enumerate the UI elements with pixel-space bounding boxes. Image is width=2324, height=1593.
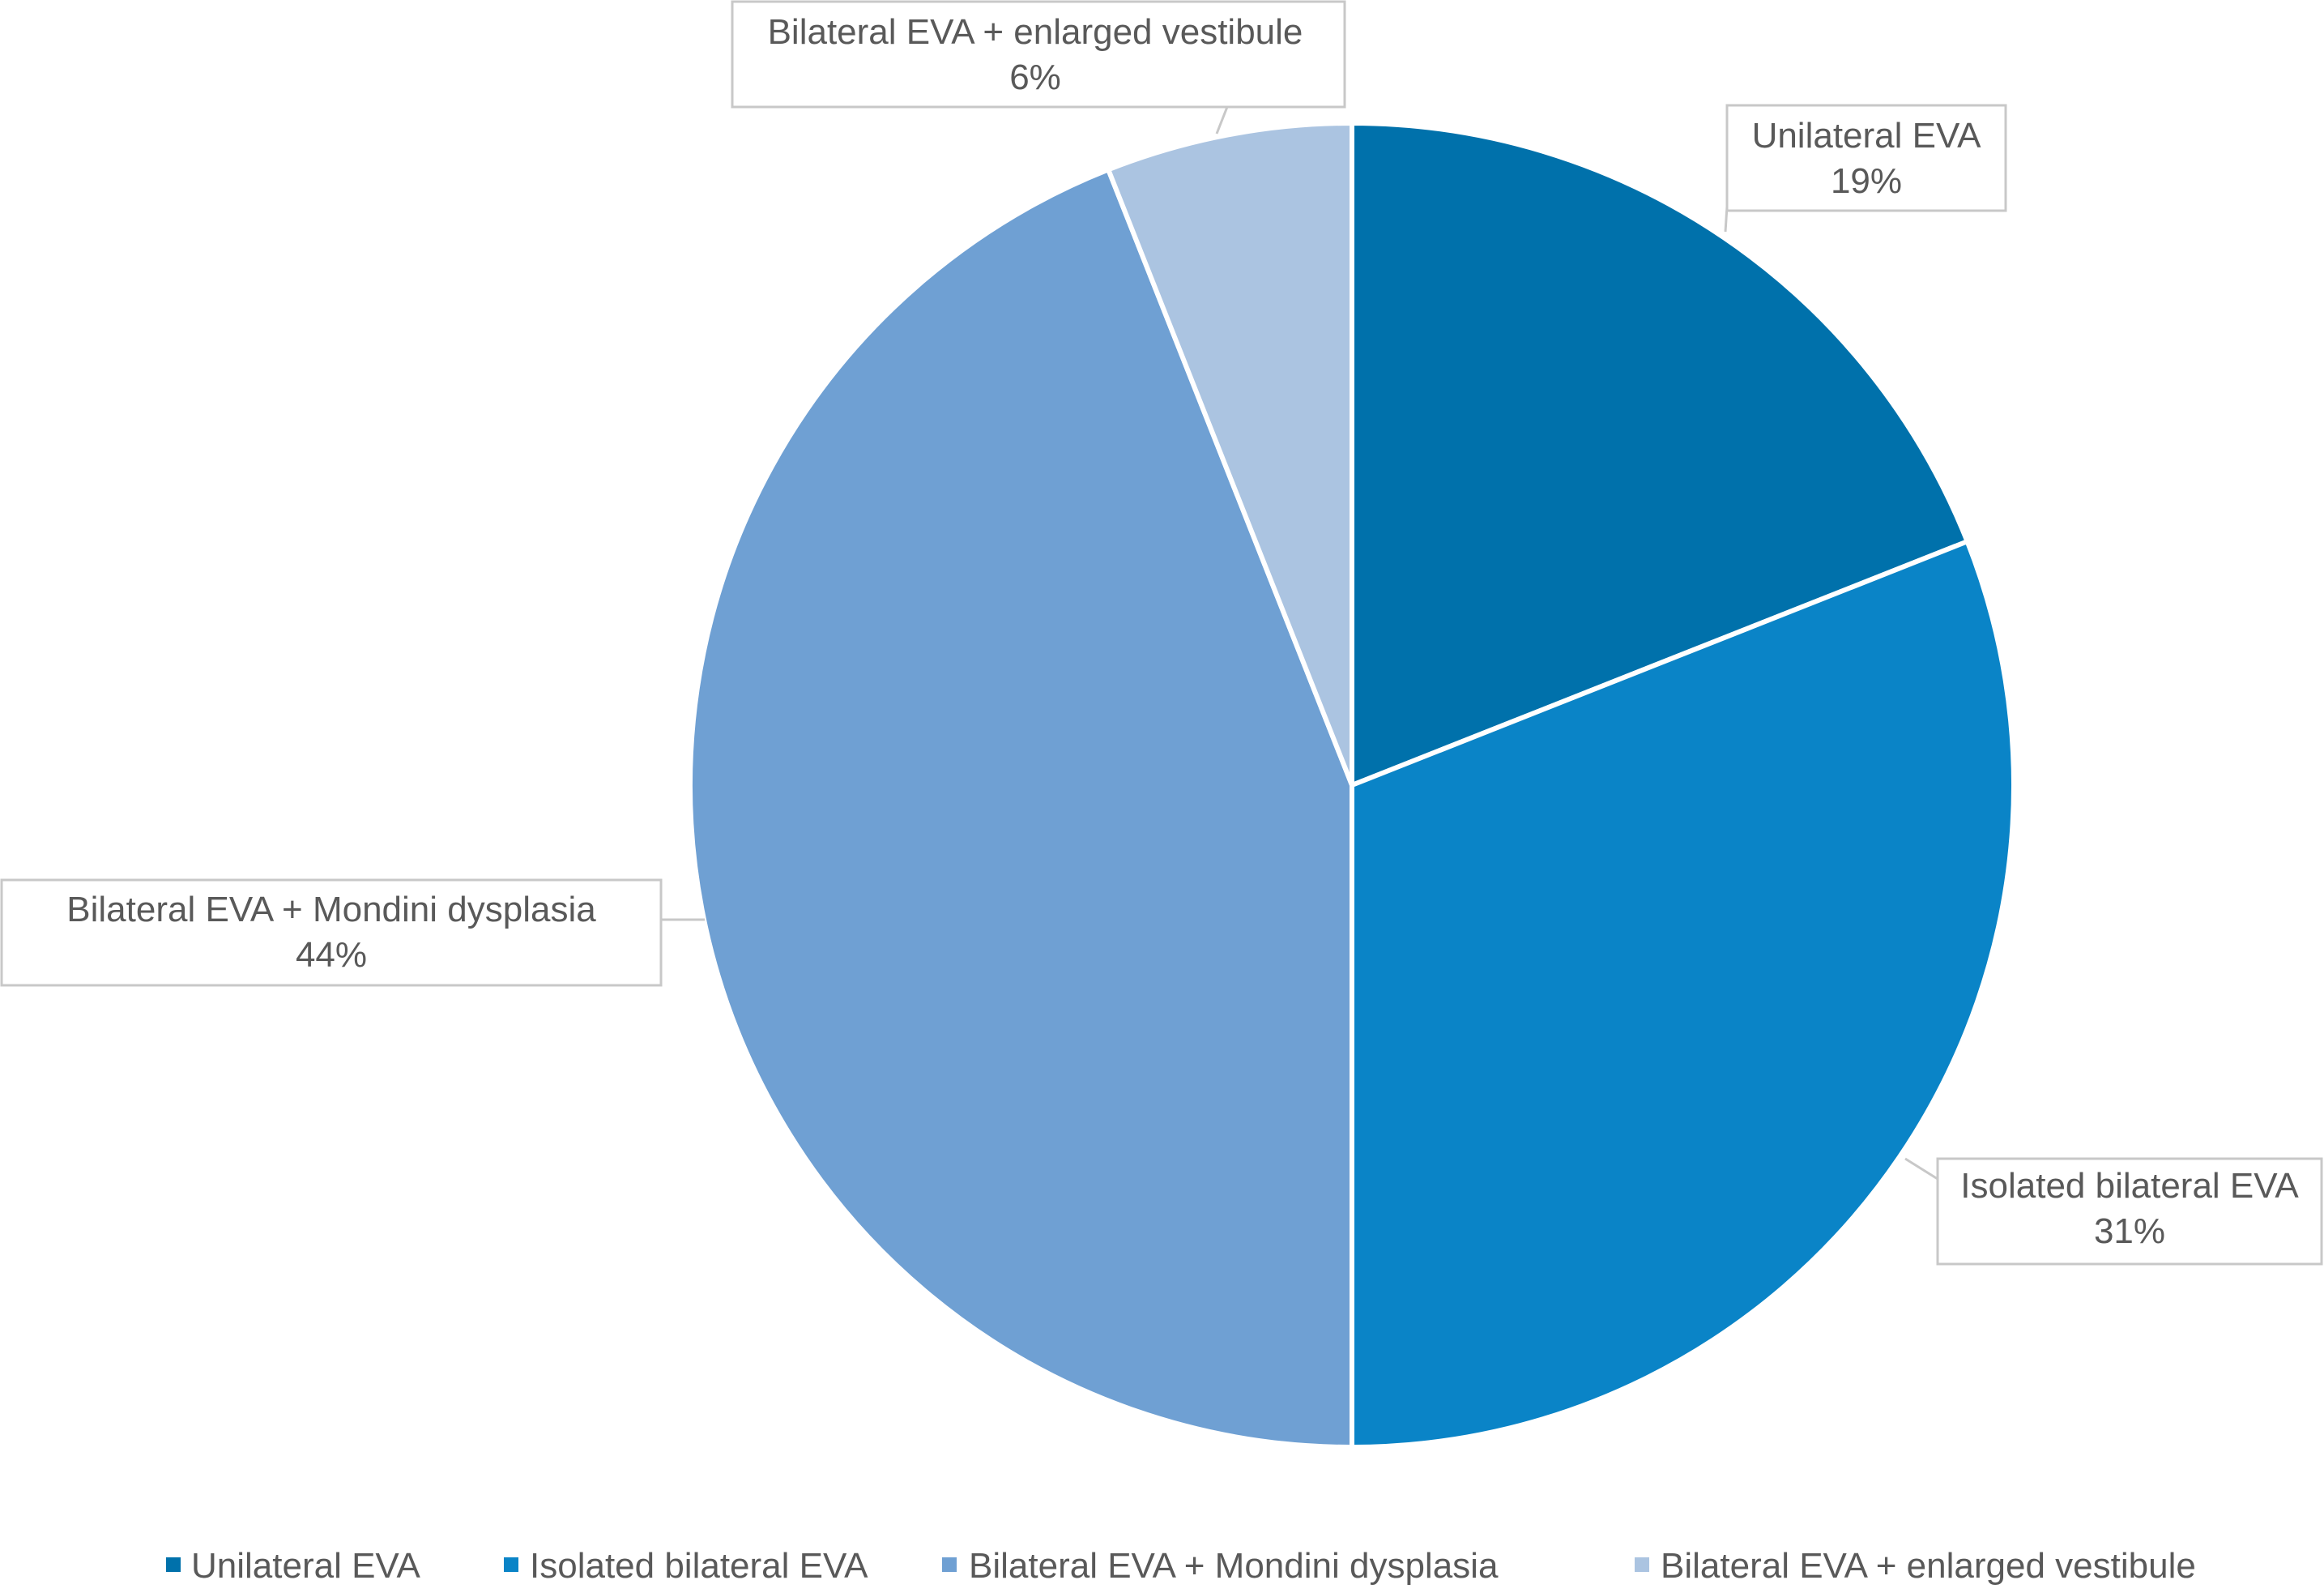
callout-label-bilateral-eva-mondini: Bilateral EVA + Mondini dysplasia xyxy=(66,890,596,929)
pie-slice-bilateral-eva-enlarged-vestibule xyxy=(1106,121,1354,788)
callout-label-bilateral-eva-enlarged-vestibule: Bilateral EVA + enlarged vestibule xyxy=(768,12,1303,52)
callout-bilateral-eva-enlarged-vestibule: Bilateral EVA + enlarged vestibule 6% xyxy=(731,0,1346,109)
callout-value-isolated-bilateral-eva: 31% xyxy=(2094,1211,2165,1251)
legend-label-bilateral-eva-enlarged-vestibule: Bilateral EVA + enlarged vestibule xyxy=(1661,1546,2196,1586)
callout-label-isolated-bilateral-eva: Isolated bilateral EVA xyxy=(1960,1166,2299,1206)
legend-item-unilateral-eva: Unilateral EVA xyxy=(166,1546,421,1586)
legend-swatch-unilateral-eva xyxy=(166,1557,181,1572)
pie-slice-unilateral-eva xyxy=(1350,121,1970,788)
leader-line-3 xyxy=(1215,106,1229,135)
legend-item-bilateral-eva-enlarged-vestibule: Bilateral EVA + enlarged vestibule xyxy=(1635,1546,2196,1586)
callout-value-bilateral-eva-enlarged-vestibule: 6% xyxy=(1009,58,1061,97)
legend-label-bilateral-eva-mondini: Bilateral EVA + Mondini dysplasia xyxy=(969,1546,1499,1586)
legend-item-bilateral-eva-mondini: Bilateral EVA + Mondini dysplasia xyxy=(942,1546,1499,1586)
callout-isolated-bilateral-eva: Isolated bilateral EVA 31% xyxy=(1936,1157,2323,1266)
pie-slices xyxy=(687,121,2017,1450)
leader-line-1 xyxy=(1904,1157,1938,1181)
callout-label-unilateral-eva: Unilateral EVA xyxy=(1752,116,1982,156)
legend-swatch-bilateral-eva-mondini xyxy=(942,1557,957,1572)
callout-value-unilateral-eva: 19% xyxy=(1831,161,1902,201)
pie-slice-isolated-bilateral-eva xyxy=(1350,539,2017,1450)
callout-leaders xyxy=(661,106,1938,1181)
callout-bilateral-eva-mondini: Bilateral EVA + Mondini dysplasia 44% xyxy=(0,878,663,987)
pie-slice-bilateral-eva-mondini-dysplasia xyxy=(687,167,1354,1450)
legend-swatch-bilateral-eva-enlarged-vestibule xyxy=(1635,1557,1649,1572)
legend-swatch-isolated-bilateral-eva xyxy=(504,1557,518,1572)
legend-label-unilateral-eva: Unilateral EVA xyxy=(191,1546,421,1586)
legend: Unilateral EVA Isolated bilateral EVA Bi… xyxy=(166,1546,2196,1586)
legend-label-isolated-bilateral-eva: Isolated bilateral EVA xyxy=(530,1546,868,1586)
callout-value-bilateral-eva-mondini: 44% xyxy=(296,935,367,975)
callout-unilateral-eva: Unilateral EVA 19% xyxy=(1725,104,2007,212)
legend-item-isolated-bilateral-eva: Isolated bilateral EVA xyxy=(504,1546,868,1586)
